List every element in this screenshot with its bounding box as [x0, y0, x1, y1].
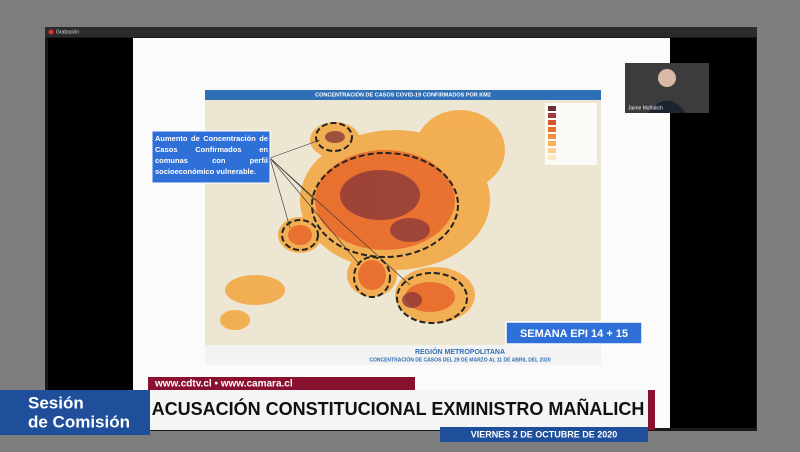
callout: Aumento de Concentración de Casos Confir… [155, 134, 268, 176]
websites: www.cdtv.cl • www.camara.cl [154, 379, 293, 390]
highlight-circles [281, 122, 468, 324]
program-box [0, 390, 150, 435]
websites-bar [148, 377, 415, 391]
date-bar [440, 427, 648, 442]
recording-label: Grabación [56, 29, 79, 35]
map-title-bar [205, 90, 601, 100]
map-footer [205, 345, 601, 365]
person-body [648, 100, 686, 113]
map-title: CONCENTRACIÓN DE CASOS COVID-19 CONFIRMA… [315, 90, 491, 98]
week-badge: SEMANA EPI 14 + 15 [520, 328, 628, 340]
period: CONCENTRACIÓN DE CASOS DEL 29 DE MARZO A… [369, 355, 550, 363]
window-bar [45, 27, 757, 37]
rec-dot [48, 29, 54, 35]
video-name: Jaime Mañalich [628, 105, 663, 111]
left-bar [48, 38, 133, 428]
headline-bar [150, 390, 655, 430]
callout-text: Aumento de Concentración de Casos Confir… [155, 134, 268, 176]
date: VIERNES 2 DE OCTUBRE DE 2020 [471, 429, 618, 439]
headline-accent [648, 390, 655, 430]
heat-peak [325, 131, 430, 308]
headline: ACUSACIÓN CONSTITUCIONAL EXMINISTRO MAÑA… [152, 398, 645, 419]
callout-lines [269, 139, 411, 286]
legend [545, 103, 597, 165]
callout-box [151, 130, 271, 184]
program-line1: Sesión [28, 393, 84, 412]
week-badge-box [505, 321, 643, 345]
program-line2: de Comisión [28, 412, 130, 431]
region: REGIÓN METROPOLITANA [415, 347, 505, 356]
person-head [658, 69, 676, 87]
